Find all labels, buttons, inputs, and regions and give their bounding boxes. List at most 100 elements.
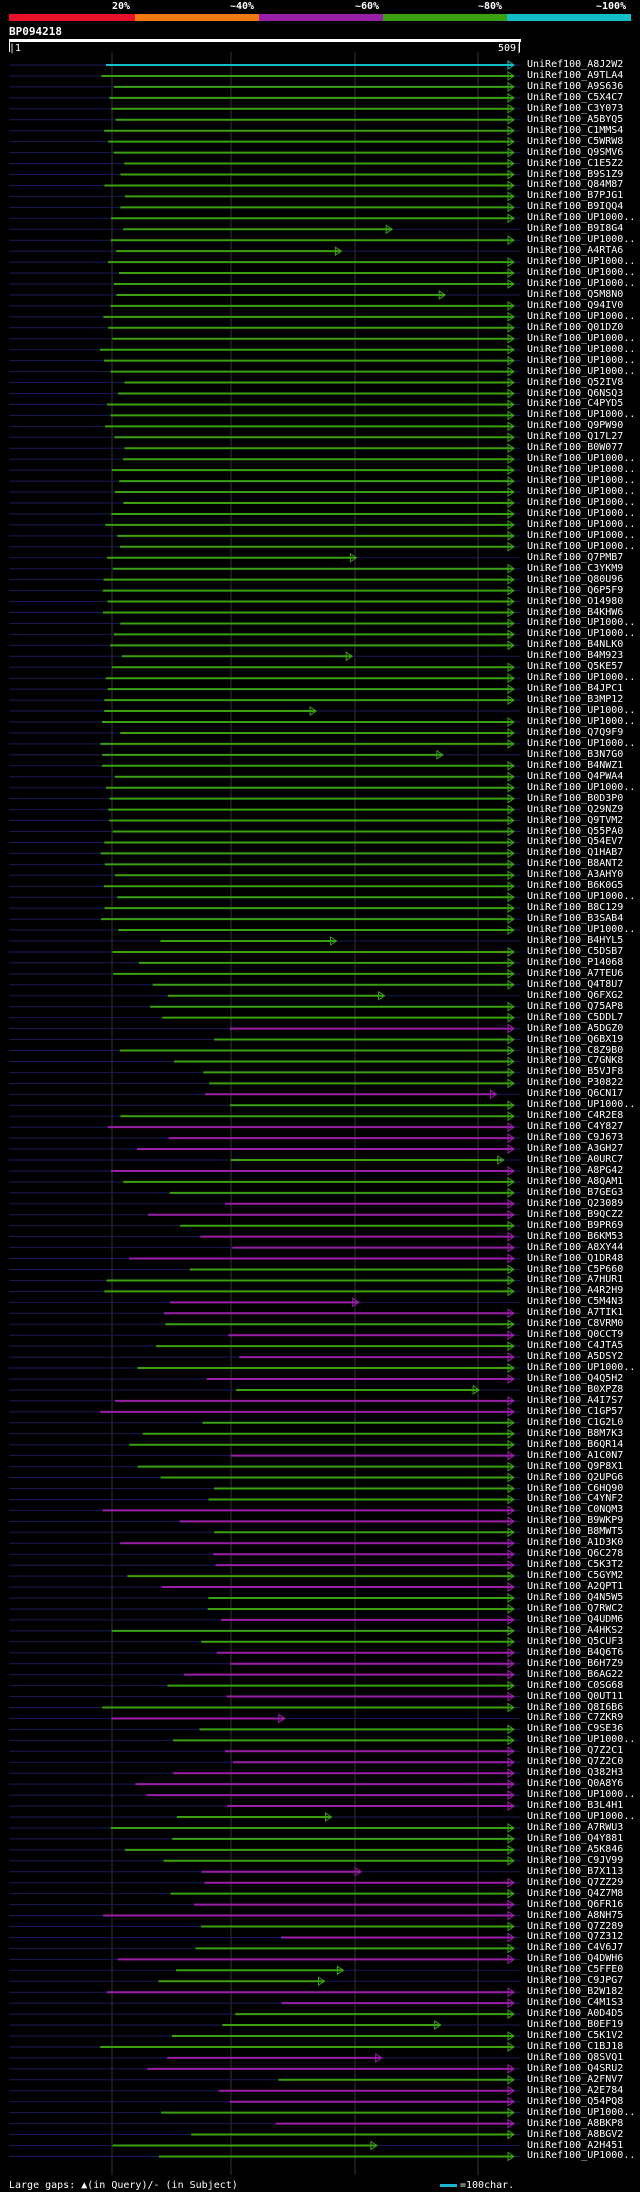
hit-link[interactable]: UniRef100_C0NQM3: [527, 1504, 624, 1516]
hit-link[interactable]: UniRef100_UP1000..: [527, 529, 636, 541]
hit-link[interactable]: UniRef100_B4KHW6: [527, 606, 624, 618]
hit-link[interactable]: UniRef100_Q55PA0: [527, 825, 624, 837]
hit-link[interactable]: UniRef100_A0URC7: [527, 1154, 624, 1165]
hit-link[interactable]: UniRef100_C4PYD5: [527, 398, 624, 410]
hit-link[interactable]: UniRef100_C9JPG7: [527, 1975, 624, 1987]
hit-link[interactable]: UniRef100_UP1000..: [527, 2150, 636, 2162]
hit-link[interactable]: UniRef100_UP1000..: [527, 781, 636, 793]
hit-link[interactable]: UniRef100_B3MP12: [527, 694, 624, 706]
hit-link[interactable]: UniRef100_A8PG42: [527, 1164, 624, 1176]
hit-link[interactable]: UniRef100_B6K0G5: [527, 880, 624, 892]
hit-link[interactable]: UniRef100_C9SE36: [527, 1723, 624, 1735]
hit-link[interactable]: UniRef100_A3GH27: [527, 1143, 624, 1155]
hit-link[interactable]: UniRef100_Q1HAB7: [527, 847, 624, 859]
hit-link[interactable]: UniRef100_Q382H3: [527, 1767, 624, 1779]
hit-link[interactable]: UniRef100_C5P660: [527, 1263, 624, 1275]
hit-link[interactable]: UniRef100_Q4Q5H2: [527, 1373, 624, 1384]
hit-link[interactable]: UniRef100_UP1000..: [527, 540, 636, 552]
hit-link[interactable]: UniRef100_A7TIK1: [527, 1307, 624, 1319]
hit-link[interactable]: UniRef100_Q1DR48: [527, 1252, 624, 1264]
hit-link[interactable]: UniRef100_UP1000..: [527, 464, 636, 476]
hit-link[interactable]: UniRef100_A7HUR1: [527, 1274, 624, 1286]
hit-link[interactable]: UniRef100_Q6C278: [527, 1548, 624, 1560]
hit-link[interactable]: UniRef100_C9J673: [527, 1132, 624, 1144]
hit-link[interactable]: UniRef100_C5K3T2: [527, 1559, 624, 1571]
hit-link[interactable]: UniRef100_B4Q6T6: [527, 1646, 624, 1658]
hit-link[interactable]: UniRef100_A8NH75: [527, 1909, 624, 1921]
hit-link[interactable]: UniRef100_B3SAB4: [527, 913, 624, 925]
hit-link[interactable]: UniRef100_A7RWU3: [527, 1821, 624, 1833]
hit-link[interactable]: UniRef100_UP1000..: [527, 354, 636, 366]
hit-link[interactable]: UniRef100_UP1000..: [527, 310, 636, 322]
hit-link[interactable]: UniRef100_C8VRM0: [527, 1318, 624, 1330]
hit-link[interactable]: UniRef100_B8C129: [527, 902, 624, 914]
hit-link[interactable]: UniRef100_UP1000..: [527, 924, 636, 936]
hit-link[interactable]: UniRef100_B3L4H1: [527, 1800, 624, 1812]
hit-link[interactable]: UniRef100_Q4T8U7: [527, 978, 624, 990]
hit-link[interactable]: UniRef100_B0W077: [527, 442, 624, 454]
hit-link[interactable]: UniRef100_A8BGV2: [527, 2128, 624, 2140]
hit-link[interactable]: UniRef100_C5FFE0: [527, 1964, 624, 1976]
hit-link[interactable]: UniRef100_Q4N5W5: [527, 1592, 624, 1603]
hit-link[interactable]: UniRef100_B4NLK0: [527, 639, 624, 651]
hit-link[interactable]: UniRef100_Q4Z7M8: [527, 1887, 624, 1899]
hit-link[interactable]: UniRef100_B9QCZ2: [527, 1208, 624, 1220]
hit-link[interactable]: UniRef100_Q52IV8: [527, 376, 624, 388]
hit-link[interactable]: UniRef100_UP1000..: [527, 453, 636, 465]
hit-link[interactable]: UniRef100_C3Y073: [527, 102, 624, 114]
hit-link[interactable]: UniRef100_UP1000..: [527, 737, 636, 749]
hit-link[interactable]: UniRef100_B4HYL5: [527, 935, 624, 946]
hit-link[interactable]: UniRef100_UP1000..: [527, 507, 636, 519]
hit-link[interactable]: UniRef100_A1C0N7: [527, 1449, 624, 1461]
hit-link[interactable]: UniRef100_Q4PWA4: [527, 770, 624, 782]
hit-link[interactable]: UniRef100_UP1000..: [527, 343, 636, 355]
hit-link[interactable]: UniRef100_A8XY44: [527, 1241, 624, 1253]
hit-link[interactable]: UniRef100_Q7Z312: [527, 1931, 624, 1943]
hit-link[interactable]: UniRef100_A7TEU6: [527, 967, 624, 979]
hit-link[interactable]: UniRef100_Q5KE57: [527, 661, 624, 673]
hit-link[interactable]: UniRef100_B9I8G4: [527, 223, 624, 235]
hit-link[interactable]: UniRef100_B9PR69: [527, 1219, 624, 1231]
hit-link[interactable]: UniRef100_B0D3P0: [527, 792, 624, 804]
hit-link[interactable]: UniRef100_B7PJG1: [527, 190, 624, 202]
hit-link[interactable]: UniRef100_B6H7Z9: [527, 1657, 624, 1669]
hit-link[interactable]: UniRef100_Q0UT11: [527, 1690, 624, 1702]
hit-link[interactable]: UniRef100_Q54EV7: [527, 836, 624, 848]
hit-link[interactable]: UniRef100_UP1000..: [527, 628, 636, 640]
hit-link[interactable]: UniRef100_Q9TVM2: [527, 814, 624, 826]
hit-link[interactable]: UniRef100_Q01DZ0: [527, 321, 624, 333]
hit-link[interactable]: UniRef100_A9TLA4: [527, 69, 624, 81]
hit-link[interactable]: UniRef100_UP1000..: [527, 1811, 636, 1822]
hit-link[interactable]: UniRef100_C4M1S3: [527, 1997, 624, 2009]
hit-link[interactable]: UniRef100_Q8I6B6: [527, 1701, 624, 1713]
hit-link[interactable]: UniRef100_A4HKS2: [527, 1624, 624, 1636]
hit-link[interactable]: UniRef100_UP1000..: [527, 409, 636, 421]
hit-link[interactable]: UniRef100_A4RTA6: [527, 245, 624, 257]
hit-link[interactable]: UniRef100_C8Z9B0: [527, 1044, 624, 1056]
hit-link[interactable]: UniRef100_UP1000..: [527, 1734, 636, 1746]
hit-link[interactable]: UniRef100_Q7Z289: [527, 1920, 624, 1932]
hit-link[interactable]: UniRef100_Q0CCT9: [527, 1329, 624, 1341]
hit-link[interactable]: UniRef100_Q54PQ8: [527, 2095, 624, 2107]
hit-link[interactable]: UniRef100_A3AHY0: [527, 869, 624, 881]
hit-link[interactable]: UniRef100_UP1000..: [527, 234, 636, 246]
hit-link[interactable]: UniRef100_UP1000..: [527, 365, 636, 377]
hit-link[interactable]: UniRef100_C4JTA5: [527, 1340, 624, 1352]
hit-link[interactable]: UniRef100_Q9P8X1: [527, 1460, 624, 1472]
hit-link[interactable]: UniRef100_UP1000..: [527, 267, 636, 279]
hit-link[interactable]: UniRef100_A9S636: [527, 80, 624, 92]
hit-link[interactable]: UniRef100_C4YNF2: [527, 1493, 624, 1505]
hit-link[interactable]: UniRef100_B0XPZ8: [527, 1383, 624, 1395]
hit-link[interactable]: UniRef100_UP1000..: [527, 486, 636, 498]
hit-link[interactable]: UniRef100_A2H451: [527, 2139, 624, 2151]
hit-link[interactable]: UniRef100_C5DDL7: [527, 1011, 624, 1023]
hit-link[interactable]: UniRef100_Q6CN17: [527, 1088, 624, 1100]
hit-link[interactable]: UniRef100_Q5CUF3: [527, 1635, 624, 1647]
hit-link[interactable]: UniRef100_C1MMS4: [527, 124, 624, 136]
hit-link[interactable]: UniRef100_C5M4N3: [527, 1296, 624, 1308]
hit-link[interactable]: UniRef100_UP1000..: [527, 891, 636, 903]
hit-link[interactable]: UniRef100_C1BJ18: [527, 2040, 624, 2052]
hit-link[interactable]: UniRef100_C7GNK8: [527, 1055, 624, 1067]
hit-link[interactable]: UniRef100_P14068: [527, 956, 624, 968]
hit-link[interactable]: UniRef100_B5VJF8: [527, 1066, 624, 1078]
